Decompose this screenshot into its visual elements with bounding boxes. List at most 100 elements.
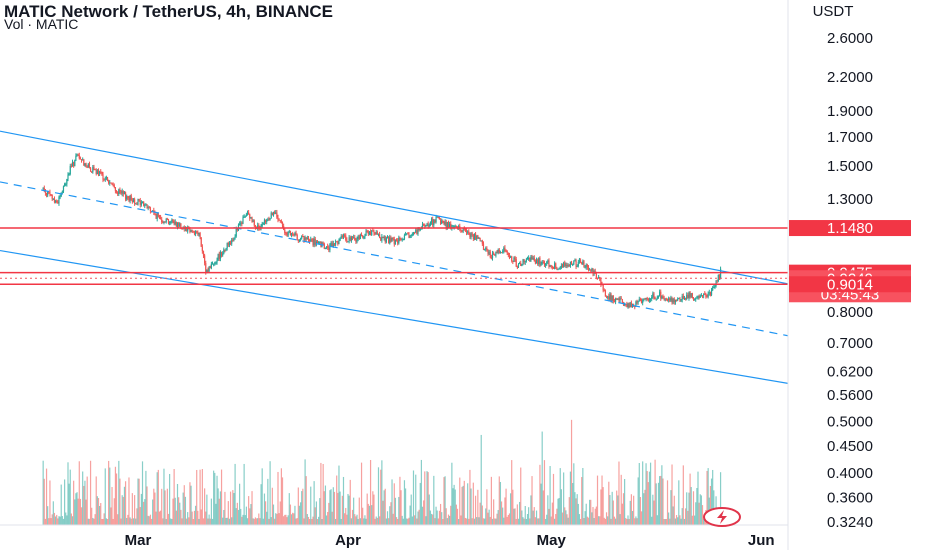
- volume-bar: [348, 495, 350, 525]
- candle-body: [668, 298, 670, 300]
- candle-body: [101, 171, 103, 175]
- candle-body: [434, 219, 436, 223]
- candle-body: [474, 233, 477, 240]
- candle-body: [266, 219, 268, 222]
- volume-bar: [80, 507, 83, 525]
- volume-bar: [672, 506, 674, 525]
- candle-body: [354, 237, 356, 241]
- candle-body: [421, 224, 424, 229]
- volume-bar: [587, 517, 590, 525]
- volume-bar: [54, 516, 57, 525]
- candle-body: [568, 265, 570, 267]
- candle-body: [121, 190, 123, 194]
- candle-body: [197, 232, 199, 235]
- candle-body: [358, 236, 360, 239]
- candle-body: [231, 239, 233, 244]
- volume-bar: [356, 514, 358, 525]
- candle-body: [673, 298, 675, 303]
- volume-bar: [524, 506, 526, 525]
- candle-body: [655, 298, 657, 300]
- volume-bar: [560, 489, 562, 525]
- volume-bar: [132, 518, 135, 525]
- candle-body: [129, 195, 131, 201]
- volume-bar: [591, 512, 593, 525]
- candle-body: [57, 202, 59, 204]
- candle-body: [471, 233, 473, 235]
- candle-body: [211, 263, 214, 265]
- volume-indicator-label: Vol · MATIC: [4, 16, 79, 32]
- candle-body: [366, 230, 368, 232]
- candle-body: [595, 273, 597, 278]
- volume-bar: [649, 462, 652, 525]
- volume-bar: [599, 516, 601, 525]
- volume-bar: [134, 495, 136, 525]
- volume-bar: [266, 511, 268, 525]
- volume-bar: [338, 465, 340, 525]
- candle-body: [332, 243, 334, 247]
- candle-body: [425, 225, 427, 227]
- candle-body: [586, 264, 588, 268]
- candle-body: [691, 293, 693, 299]
- volume-bar: [414, 515, 416, 525]
- volume-bar: [472, 482, 474, 525]
- volume-bar: [559, 468, 561, 525]
- volume-bar: [519, 501, 521, 525]
- volume-bar: [686, 492, 688, 525]
- channel-middle-line[interactable]: [0, 181, 789, 337]
- volume-bar: [229, 491, 232, 525]
- candle-body: [371, 230, 373, 236]
- volume-bar: [423, 500, 425, 525]
- time-axis[interactable]: Mar Apr May Jun: [125, 532, 775, 549]
- volume-bar: [130, 518, 132, 525]
- candle-body: [671, 298, 673, 303]
- volume-bar: [228, 518, 231, 525]
- candle-body: [718, 275, 721, 279]
- candle-body: [447, 222, 450, 227]
- volume-bar: [364, 515, 366, 525]
- volume-bar: [67, 462, 69, 525]
- price-axis-label: 0.3240: [827, 514, 873, 531]
- volume-bar: [149, 514, 152, 525]
- volume-bar: [450, 505, 452, 525]
- volume-bar: [704, 518, 706, 525]
- volume-bar: [473, 518, 476, 525]
- volume-bar: [261, 468, 263, 525]
- volume-bar: [311, 518, 313, 525]
- volume-bar: [419, 482, 421, 525]
- candle-body: [583, 261, 585, 268]
- volume-bar: [578, 514, 581, 525]
- candle-body: [276, 212, 278, 218]
- volume-bar: [522, 517, 524, 525]
- candle-body: [399, 237, 401, 240]
- candle-body: [339, 238, 341, 241]
- candle-body: [403, 235, 406, 240]
- candle-body: [704, 293, 706, 295]
- volume-bar: [497, 510, 499, 525]
- candle-body: [161, 219, 163, 223]
- volume-bar: [662, 478, 664, 525]
- volume-bar: [689, 473, 691, 525]
- candle-body: [661, 296, 663, 299]
- candle-body: [645, 297, 647, 299]
- volume-bar: [504, 497, 506, 525]
- volume-bar: [298, 505, 301, 525]
- volume-bar: [263, 493, 266, 525]
- volume-bar: [56, 514, 58, 525]
- candle-body: [201, 246, 203, 252]
- candle-body: [591, 268, 593, 271]
- volume-bar: [384, 488, 386, 525]
- channel-lower-line[interactable]: [0, 249, 789, 384]
- candle-body: [556, 267, 558, 270]
- volume-bar: [359, 518, 362, 525]
- flash-icon[interactable]: [703, 507, 741, 527]
- candle-body: [446, 222, 448, 228]
- volume-bar: [87, 518, 89, 525]
- candle-body: [216, 260, 218, 263]
- price-axis[interactable]: 2.6000 2.2000 1.9000 1.7000 1.5000 1.3000 0.80…: [827, 30, 873, 531]
- candle-body: [58, 197, 60, 204]
- candle-body: [686, 294, 688, 299]
- volume-bar: [192, 518, 194, 525]
- candle-body: [709, 292, 712, 295]
- channel-upper-line[interactable]: [0, 130, 789, 285]
